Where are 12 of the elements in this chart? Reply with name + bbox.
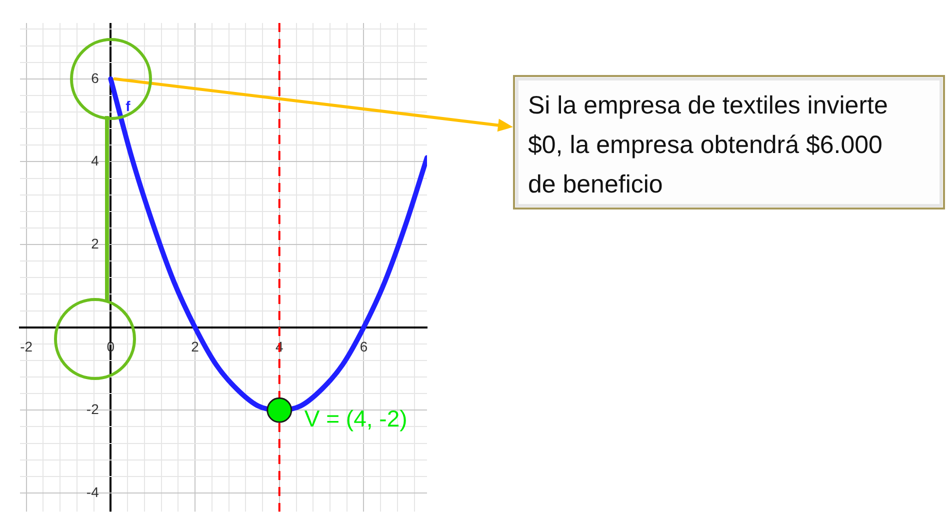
y-tick-label: 4 (91, 152, 100, 169)
annotation: Si la empresa de textiles invierte $0, la empresa obtendrá $6.000 de beneficio (528, 92, 888, 199)
x-tick-label: 0 (106, 338, 115, 355)
x-tick-label: 6 (360, 338, 368, 355)
x-tick-label: -2 (20, 338, 33, 355)
x-tick-label: 2 (191, 338, 200, 355)
y-tick-label: -4 (86, 484, 100, 500)
series-label: V = (4, -2) (304, 405, 408, 432)
y-tick-label: 2 (91, 235, 100, 252)
series-label: f (126, 98, 131, 114)
y-tick-label: -2 (86, 401, 100, 418)
y-tick-label: 6 (91, 70, 100, 86)
